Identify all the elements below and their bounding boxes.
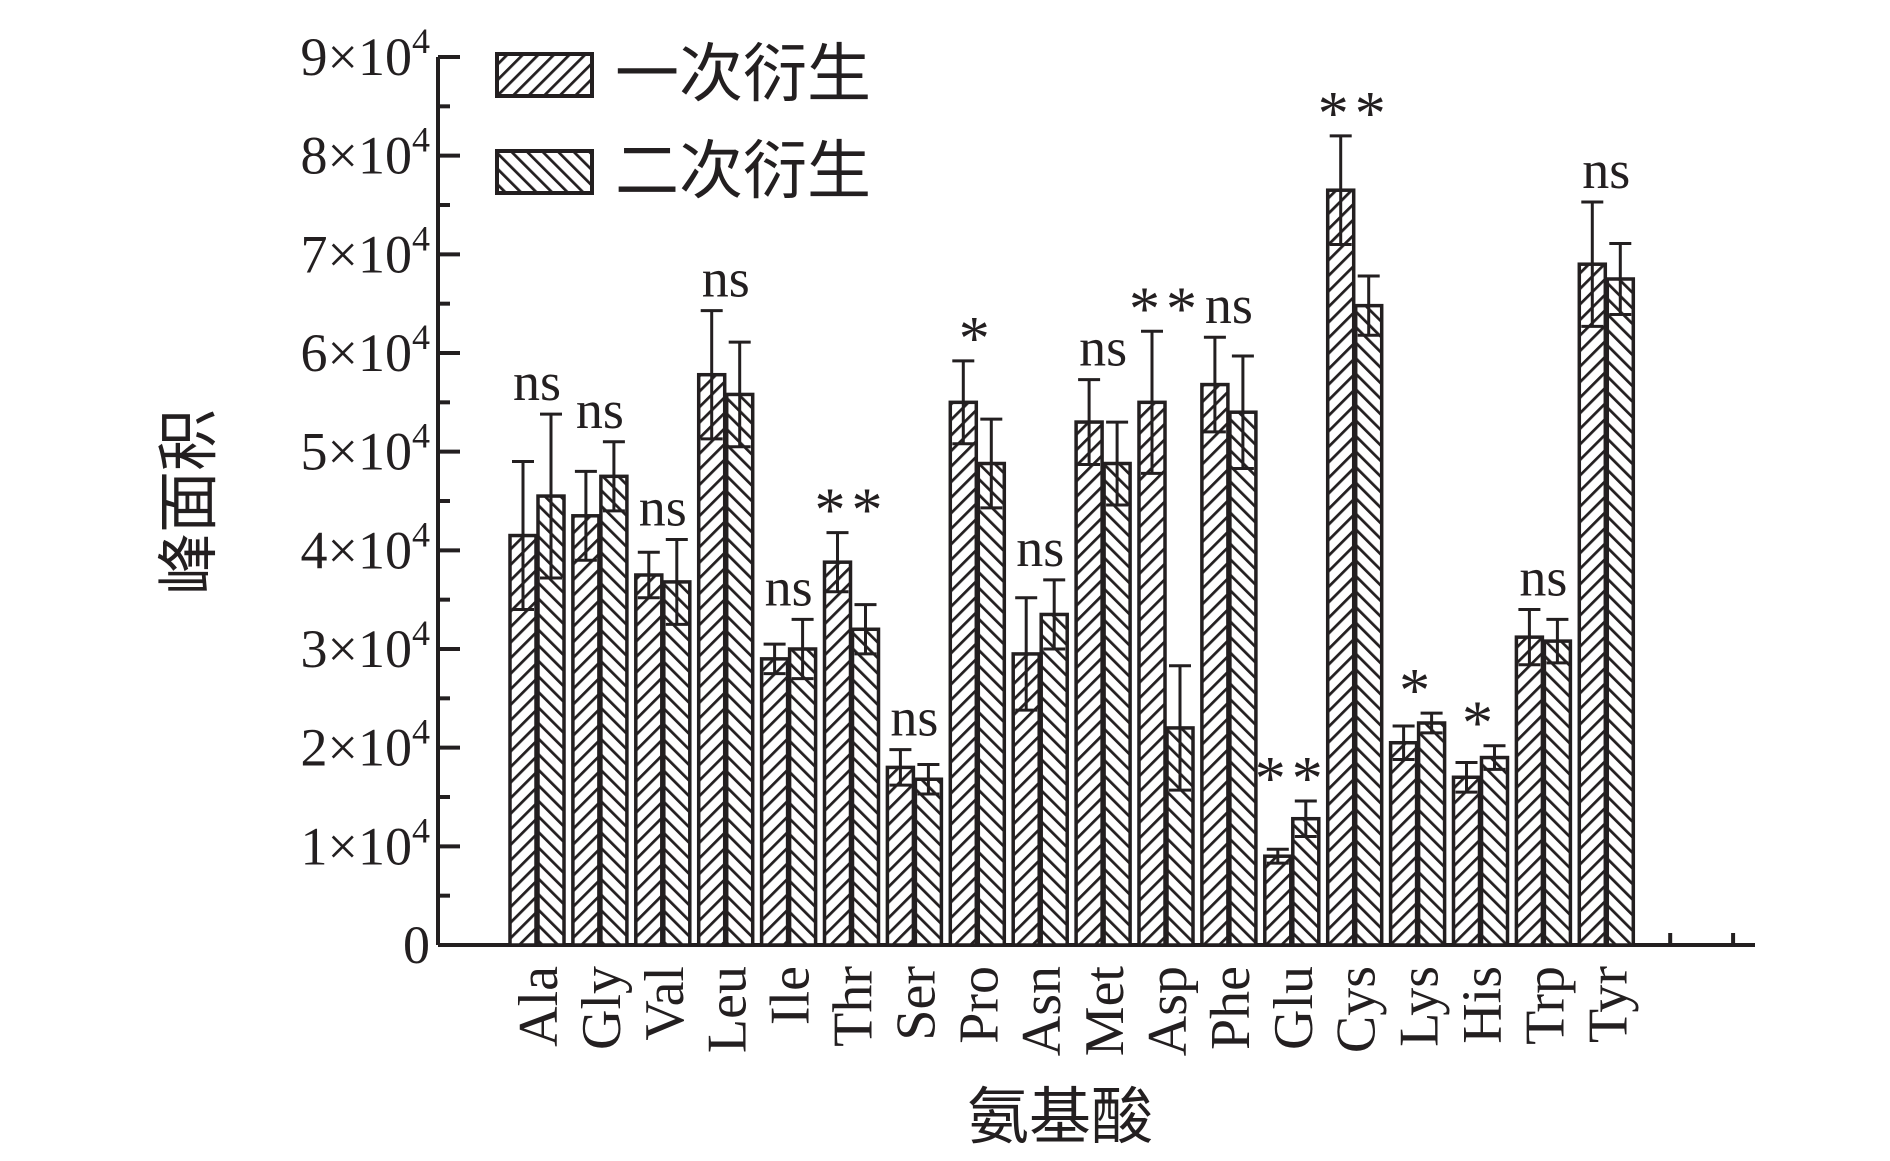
x-axis-title: 氨基酸 xyxy=(967,1084,1153,1152)
significance-label-Tyr: ns xyxy=(1582,140,1630,200)
y-tick-label-1: 1×104 xyxy=(301,810,430,876)
y-tick-label-0: 0 xyxy=(403,915,430,975)
y-tick-label-4: 4×104 xyxy=(301,514,430,580)
x-tick-label-Ile: Ile xyxy=(760,966,822,1025)
significance-label-Thr: ** xyxy=(815,477,889,545)
bar-Asp-series-1 xyxy=(1137,400,1167,947)
significance-label-Cys: ** xyxy=(1318,80,1392,148)
legend-label-series-1: 一次衍生 xyxy=(615,39,871,110)
x-tick-label-Leu: Leu xyxy=(697,966,759,1053)
y-tick-label-3: 3×104 xyxy=(301,613,430,679)
y-tick-label-9: 9×104 xyxy=(301,21,430,87)
legend-label-series-2: 二次衍生 xyxy=(615,136,871,207)
x-tick-label-Gly: Gly xyxy=(571,966,633,1050)
bar-Gly-series-2 xyxy=(599,474,629,947)
bar-Glu-series-1 xyxy=(1263,854,1293,947)
y-tick-label-2: 2×104 xyxy=(301,712,430,778)
significance-label-Lys: * xyxy=(1399,657,1436,725)
significance-label-Phe: ns xyxy=(1205,275,1253,335)
bar-Ser-series-2 xyxy=(913,777,944,947)
bar-Pro-series-1 xyxy=(948,400,979,947)
bar-Cys-series-1 xyxy=(1325,188,1356,947)
bar-Cys-series-2 xyxy=(1353,303,1384,947)
x-tick-label-Cys: Cys xyxy=(1326,966,1388,1053)
x-tick-label-Glu: Glu xyxy=(1263,966,1325,1050)
bar-Ile-series-1 xyxy=(759,657,790,947)
x-tick-label-Ala: Ala xyxy=(508,966,570,1047)
x-tick-label-Trp: Trp xyxy=(1514,966,1576,1045)
significance-label-Asn: ns xyxy=(1016,518,1064,578)
bar-Leu-series-1 xyxy=(696,372,727,947)
bar-Ile-series-2 xyxy=(787,647,818,947)
y-tick-label-5: 5×104 xyxy=(301,416,430,482)
legend-swatch-series-2 xyxy=(495,149,594,195)
bar-Val-series-2 xyxy=(662,580,692,947)
bar-Met-series-1 xyxy=(1074,420,1104,947)
y-axis-title: 峰面积 xyxy=(156,409,224,595)
legend-item-series-1: 一次衍生 xyxy=(495,39,871,110)
bar-Trp-series-1 xyxy=(1514,635,1545,947)
x-tick-label-Lys: Lys xyxy=(1389,966,1451,1047)
bar-Phe-series-1 xyxy=(1200,382,1230,947)
plot-area: 0 1×104 2×104 3×104 4×104 5×104 6×104 7×104 8×10… xyxy=(301,21,1755,1056)
bar-Lys-series-1 xyxy=(1388,740,1419,947)
y-tick-label-6: 6×104 xyxy=(301,317,430,383)
x-tick-label-Tyr: Tyr xyxy=(1577,966,1639,1043)
significance-label-Ile: ns xyxy=(765,557,813,617)
bar-Phe-series-2 xyxy=(1228,410,1258,947)
bar-Val-series-1 xyxy=(634,573,664,947)
x-tick-label-Val: Val xyxy=(634,966,696,1041)
significance-label-Val: ns xyxy=(639,477,687,537)
significance-label-Pro: * xyxy=(959,305,996,373)
y-tick-label-7: 7×104 xyxy=(301,218,430,284)
x-tick-label-Ser: Ser xyxy=(885,966,947,1041)
significance-label-Trp: ns xyxy=(1519,548,1567,608)
bar-His-series-1 xyxy=(1451,775,1482,947)
significance-label-Asp: ** xyxy=(1129,275,1203,343)
bar-Tyr-series-2 xyxy=(1605,277,1636,947)
bar-Trp-series-2 xyxy=(1542,639,1573,947)
significance-label-Leu: ns xyxy=(702,249,750,309)
bar-Tyr-series-1 xyxy=(1577,262,1608,947)
bar-Asn-series-2 xyxy=(1039,612,1069,947)
legend: 一次衍生 二次衍生 xyxy=(495,39,871,207)
bar-Met-series-2 xyxy=(1102,461,1132,947)
x-tick-label-Met: Met xyxy=(1074,966,1136,1057)
y-tick-label-8: 8×104 xyxy=(301,120,430,186)
bar-Lys-series-2 xyxy=(1416,721,1447,947)
bar-Ser-series-1 xyxy=(885,765,916,947)
bar-Pro-series-2 xyxy=(976,461,1007,947)
significance-label-His: * xyxy=(1462,690,1499,758)
x-tick-label-Asp: Asp xyxy=(1137,966,1199,1056)
bar-Thr-series-2 xyxy=(850,627,881,947)
significance-label-Ala: ns xyxy=(513,352,561,412)
bar-Thr-series-1 xyxy=(822,560,853,947)
bar-Leu-series-2 xyxy=(724,392,755,947)
significance-label-Glu: ** xyxy=(1255,745,1329,813)
x-tick-label-Pro: Pro xyxy=(948,966,1010,1044)
legend-swatch-series-1 xyxy=(495,52,594,98)
significance-label-Met: ns xyxy=(1079,318,1127,378)
bar-His-series-2 xyxy=(1479,755,1510,947)
x-tick-label-His: His xyxy=(1452,966,1514,1044)
x-tick-label-Phe: Phe xyxy=(1200,966,1262,1050)
x-tick-label-Thr: Thr xyxy=(823,966,885,1047)
significance-label-Gly: ns xyxy=(576,380,624,440)
x-tick-label-Asn: Asn xyxy=(1011,966,1073,1056)
legend-item-series-2: 二次衍生 xyxy=(495,136,871,207)
bar-Gly-series-1 xyxy=(571,514,601,947)
significance-label-Ser: ns xyxy=(890,688,938,748)
